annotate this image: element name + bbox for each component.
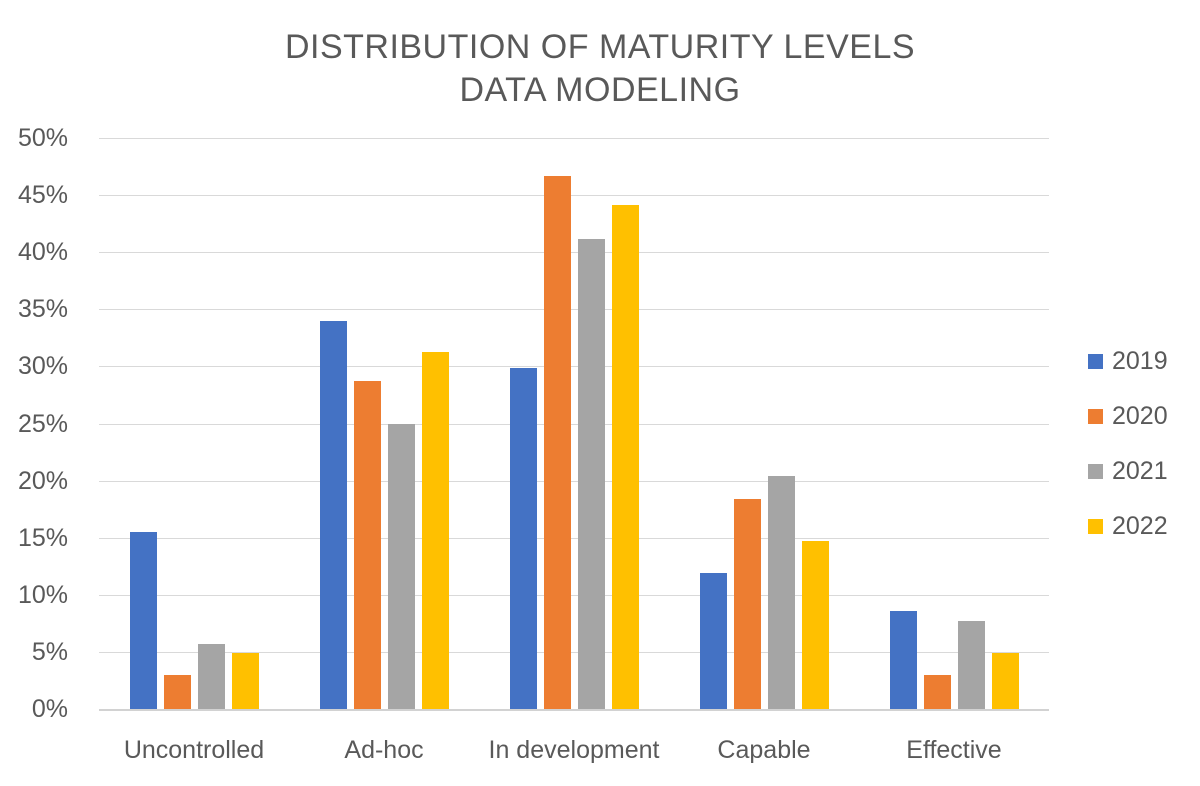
legend-swatch-2022: [1088, 518, 1103, 534]
x-axis-line: [99, 709, 1049, 711]
bar-2020-capable: [733, 498, 761, 709]
bar-2022-in-development: [611, 205, 639, 709]
legend: 2019 2020 2021 2022: [1088, 346, 1168, 566]
bar-2021-uncontrolled: [197, 643, 225, 709]
y-tick-label-15: 15%: [17, 523, 68, 552]
bar-group-effective: [859, 138, 1049, 709]
gridline-30: [99, 366, 1049, 368]
bar-2022-capable: [801, 541, 829, 709]
gridline-5: [99, 651, 1049, 653]
chart-title-line2: DATA MODELING: [459, 71, 741, 109]
bar-2019-capable: [699, 573, 727, 709]
bar-group-capable: [669, 138, 859, 709]
bar-2021-effective: [957, 621, 985, 709]
bar-2021-ad-hoc: [387, 423, 415, 709]
gridline-35: [99, 309, 1049, 311]
bar-group-in-development: [479, 138, 669, 709]
bar-groups: [99, 138, 1049, 709]
x-axis-label-in-development: In development: [488, 736, 660, 764]
gridline-45: [99, 195, 1049, 197]
bar-2020-effective: [923, 674, 951, 709]
x-axis-label-uncontrolled: Uncontrolled: [123, 736, 265, 764]
y-tick-label-20: 20%: [17, 466, 68, 495]
bar-2019-effective: [889, 610, 917, 709]
y-tick-label-0: 0%: [31, 695, 68, 723]
x-axis-label-capable: Capable: [717, 736, 811, 764]
legend-item-2020: 2020: [1088, 401, 1168, 431]
bar-group-uncontrolled: [99, 138, 289, 709]
x-axis-label-effective: Effective: [906, 736, 1002, 764]
bar-2020-uncontrolled: [163, 674, 191, 709]
bar-2019-ad-hoc: [319, 320, 347, 709]
legend-swatch-2020: [1088, 408, 1103, 424]
chart-title-line1: DISTRIBUTION OF MATURITY LEVELS: [284, 28, 916, 66]
y-tick-label-30: 30%: [17, 352, 68, 381]
legend-label-2019: 2019: [1112, 346, 1168, 375]
bar-group-ad-hoc: [289, 138, 479, 709]
gridline-10: [99, 594, 1049, 596]
bar-2022-ad-hoc: [421, 351, 449, 709]
gridline-20: [99, 480, 1049, 482]
legend-item-2019: 2019: [1088, 346, 1168, 376]
bar-2020-in-development: [543, 175, 571, 709]
y-tick-label-35: 35%: [17, 295, 68, 324]
bar-2022-uncontrolled: [231, 653, 259, 709]
legend-item-2022: 2022: [1088, 511, 1168, 541]
bar-2021-capable: [767, 476, 795, 709]
x-axis-label-ad-hoc: Ad-hoc: [344, 736, 424, 764]
gridline-40: [99, 252, 1049, 254]
gridline-50: [99, 138, 1049, 139]
y-tick-label-5: 5%: [31, 637, 68, 666]
legend-item-2021: 2021: [1088, 456, 1168, 486]
y-tick-label-50: 50%: [17, 124, 68, 152]
bar-2022-effective: [991, 653, 1019, 709]
gridline-15: [99, 537, 1049, 539]
chart-title: DISTRIBUTION OF MATURITY LEVELS DATA MOD…: [0, 26, 1200, 112]
y-tick-label-10: 10%: [17, 580, 68, 609]
gridline-25: [99, 423, 1049, 425]
legend-label-2020: 2020: [1112, 401, 1168, 430]
legend-label-2021: 2021: [1112, 456, 1168, 485]
bar-2019-in-development: [509, 367, 537, 709]
legend-swatch-2021: [1088, 463, 1103, 479]
bar-2019-uncontrolled: [129, 532, 157, 709]
legend-swatch-2019: [1088, 353, 1103, 369]
y-tick-label-25: 25%: [17, 409, 68, 438]
plot-area: [99, 138, 1049, 711]
x-axis-labels: Uncontrolled Ad-hoc In development Capable E…: [99, 736, 1049, 765]
legend-label-2022: 2022: [1112, 511, 1168, 540]
bar-2020-ad-hoc: [353, 381, 381, 709]
bar-2021-in-development: [577, 238, 605, 709]
y-tick-label-45: 45%: [17, 181, 68, 210]
y-tick-label-40: 40%: [17, 238, 68, 267]
